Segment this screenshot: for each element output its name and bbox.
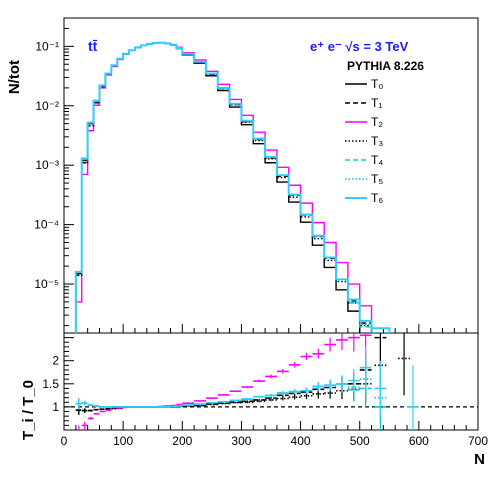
top-y-tick-label: 10⁻² (35, 99, 59, 113)
top-y-axis-title: N/tot (6, 60, 23, 94)
hist-series-T0 (75, 42, 373, 333)
hist-series-T2 (75, 41, 420, 333)
top-y-tick-label: 10⁻⁴ (34, 218, 59, 232)
energy-label: e⁺ e⁻ √s = 3 TeV (310, 39, 409, 54)
x-tick-label: 200 (172, 434, 192, 448)
hist-series-T1 (75, 42, 390, 333)
x-axis-title: N (474, 451, 485, 468)
legend-label-T4: T₄ (371, 153, 383, 167)
top-y-tick-label: 10⁻⁵ (34, 277, 59, 291)
legend-label-T0: T₀ (371, 77, 383, 91)
legend-label-T2: T₂ (371, 115, 383, 129)
legend-label-T6: T₆ (371, 191, 383, 205)
hist-series-T4 (75, 42, 390, 333)
x-tick-label: 100 (113, 434, 133, 448)
top-y-tick-label: 10⁻³ (35, 158, 59, 172)
generator-label: PYTHIA 8.226 (347, 59, 424, 73)
ratio-y-tick-label: 1 (52, 400, 59, 414)
x-tick-label: 600 (409, 434, 429, 448)
hist-series-T3 (75, 42, 390, 333)
axes: 0 100 200 300 400 500 600 700 10⁻⁵ 10⁻⁴ 10⁻³ 10⁻² 10… (34, 17, 488, 448)
x-tick-label: 400 (291, 434, 311, 448)
x-tick-label: 700 (468, 434, 488, 448)
ratio-y-axis-title: T_i / T_0 (20, 380, 37, 440)
process-label: tt̄ (88, 38, 98, 54)
hist-series-T6 (74, 41, 391, 333)
legend-label-T5: T₅ (371, 172, 383, 186)
ratio-panel-frame (63, 332, 479, 431)
top-y-tick-label: 10⁻¹ (35, 39, 59, 53)
ratio-points (75, 333, 419, 430)
ratio-y-tick-label: 2 (52, 354, 59, 368)
x-tick-label: 0 (61, 434, 68, 448)
x-tick-label: 300 (231, 434, 251, 448)
legend-label-T1: T₁ (371, 96, 382, 110)
x-tick-label: 500 (350, 434, 370, 448)
legend: T₀ T₁ T₂ T₃ T₄ T₅ T₆ (345, 77, 383, 205)
legend-label-T3: T₃ (371, 134, 383, 148)
histograms (74, 41, 420, 333)
ratio-y-tick-label: 1.5 (42, 377, 59, 391)
